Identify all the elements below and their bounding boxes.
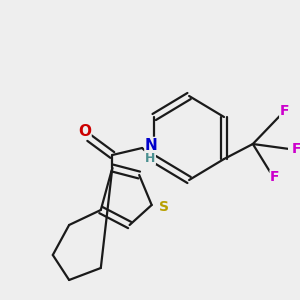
- Text: F: F: [270, 170, 280, 184]
- Text: S: S: [159, 200, 169, 214]
- Text: N: N: [145, 137, 158, 152]
- Text: F: F: [280, 104, 289, 118]
- Text: F: F: [292, 142, 300, 156]
- Text: H: H: [145, 152, 155, 164]
- Text: O: O: [78, 124, 91, 139]
